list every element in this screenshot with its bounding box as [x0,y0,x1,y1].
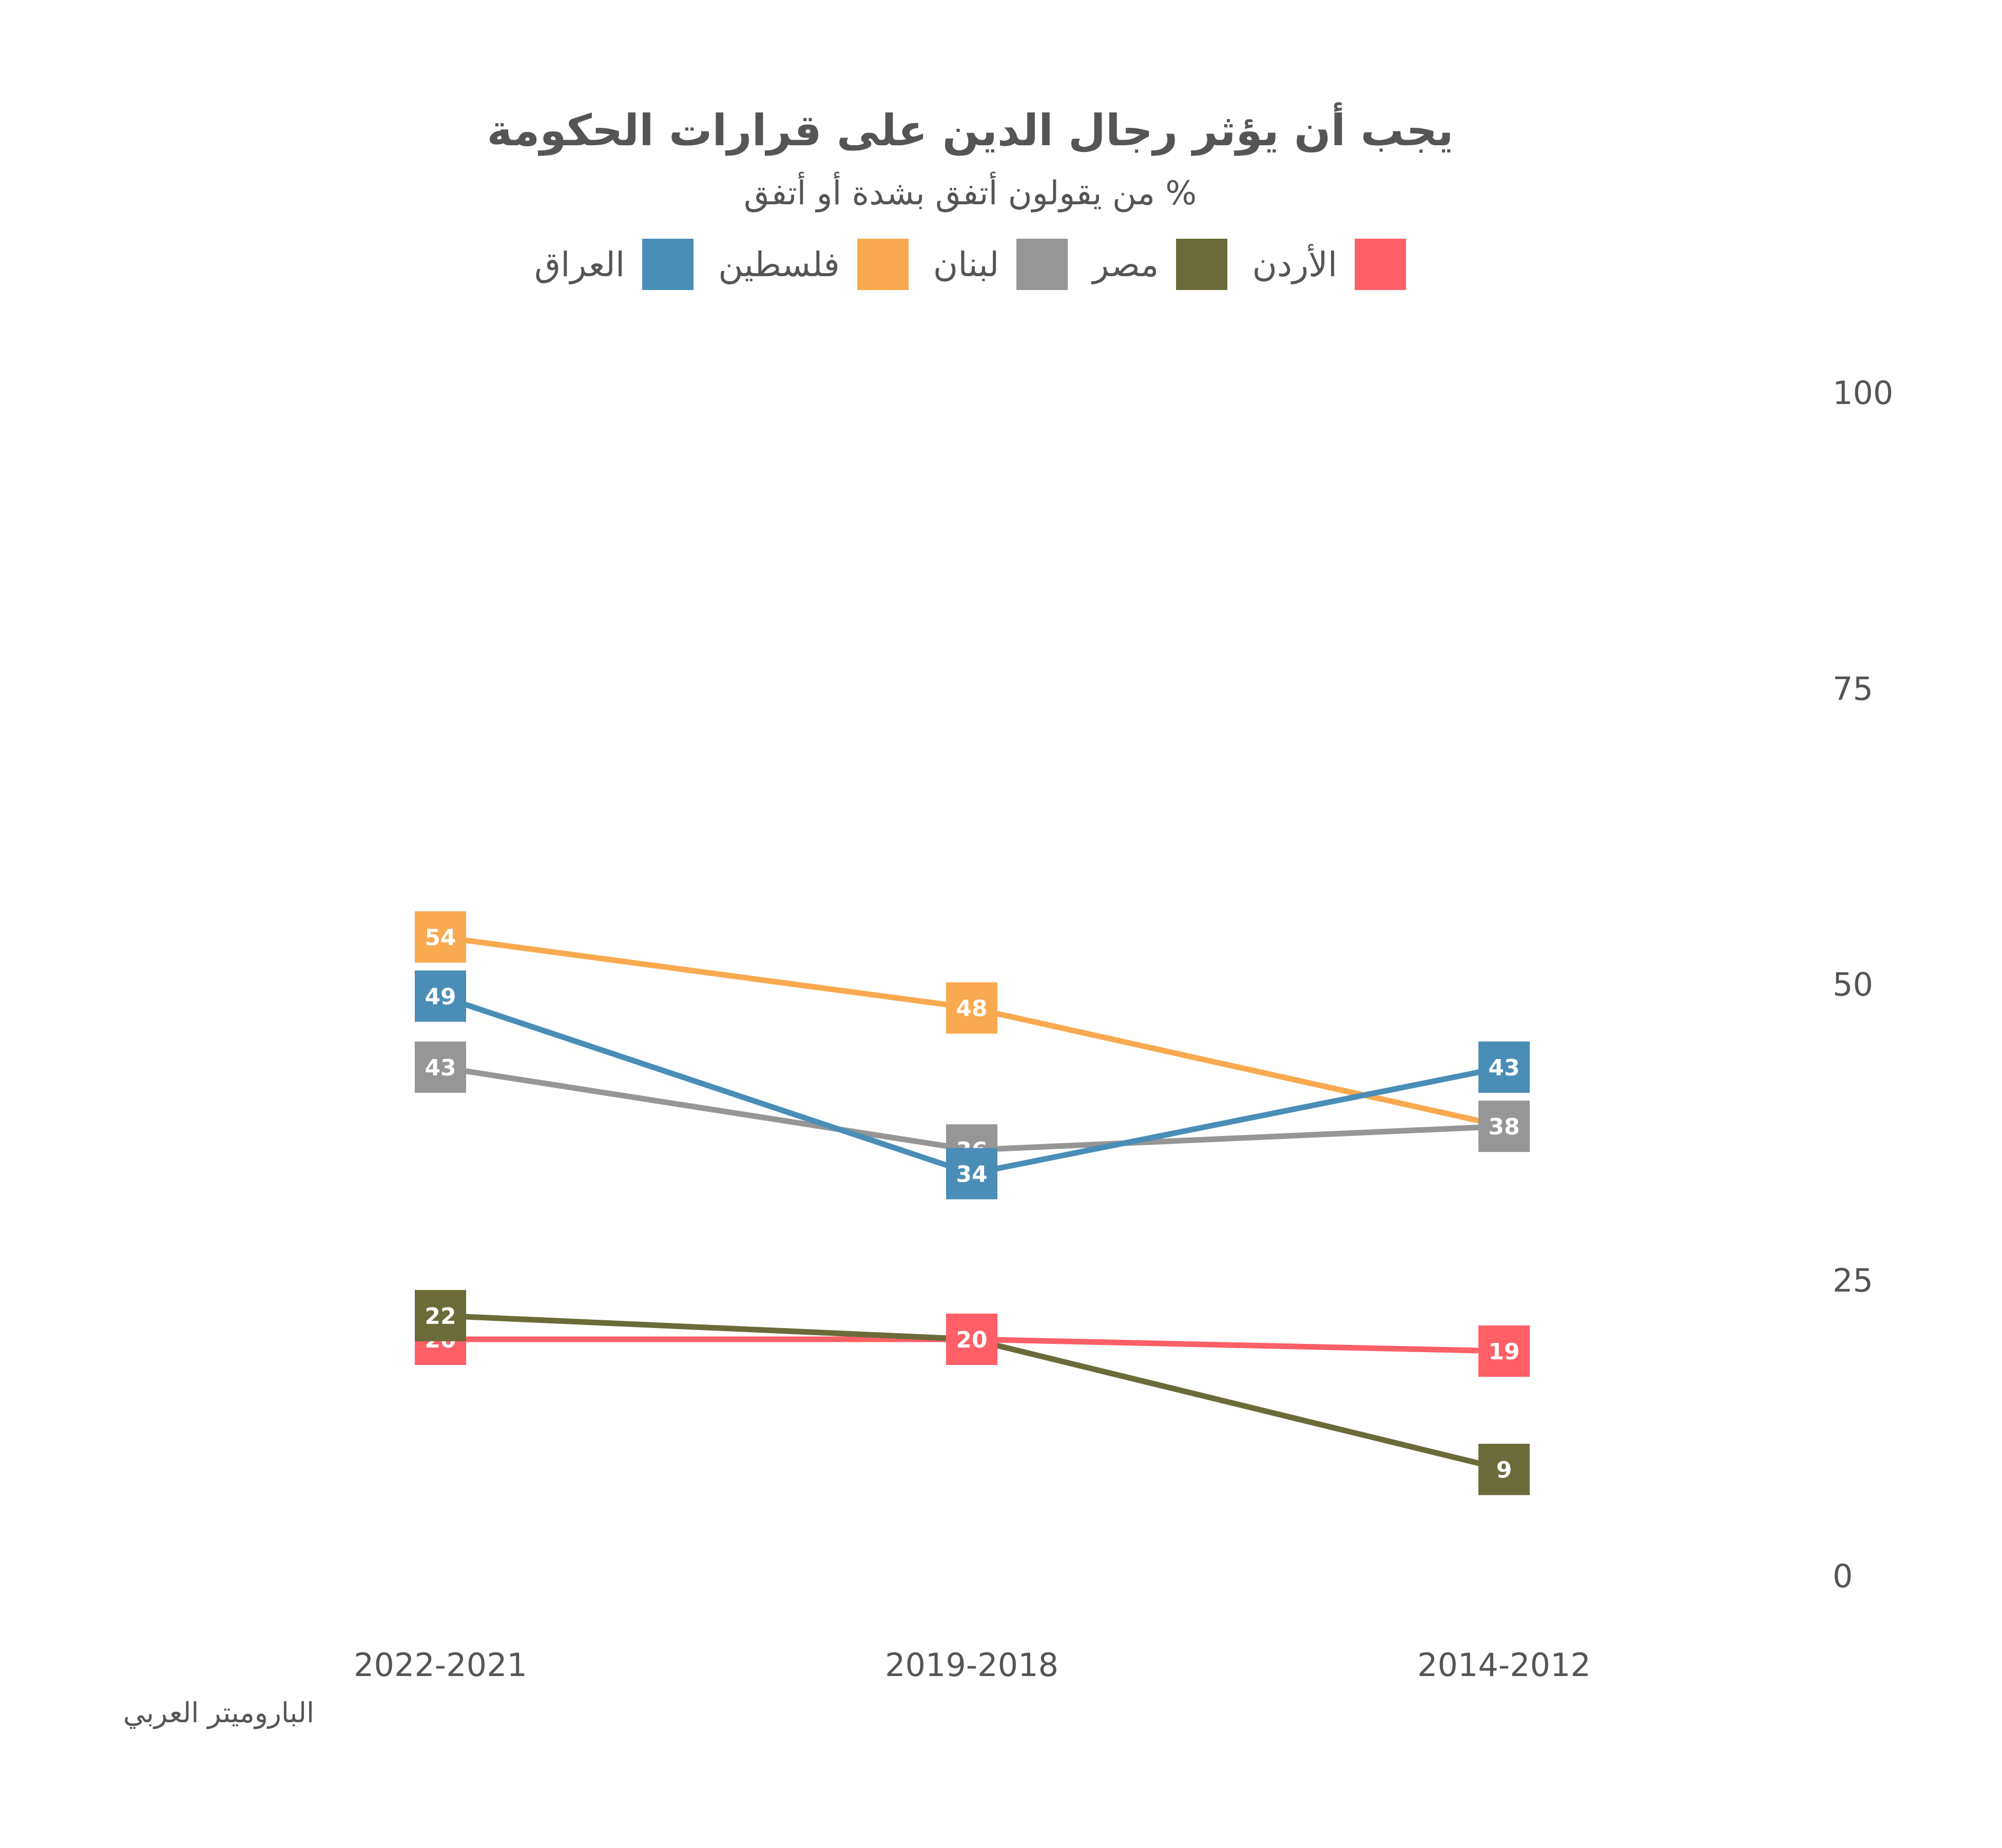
data-point-marker [415,1041,466,1093]
x-axis: 2022-2021 2019-2018 2014-2012 [354,1646,1591,1684]
data-label: 20 [956,1327,987,1353]
data-label: 19 [1488,1339,1519,1365]
data-point-marker [1478,1101,1530,1152]
series-points: 4336382020192295448493443 [415,911,1530,1495]
y-axis: 0 25 50 75 100 [1833,374,1893,1595]
data-point-marker [946,982,997,1034]
y-tick-label: 25 [1833,1262,1873,1299]
data-label: 43 [425,1055,456,1081]
legend-item-iraq[interactable]: العراق [534,239,694,290]
legend-item-palestine[interactable]: فلسطين [718,239,909,290]
legend-label: فلسطين [718,244,840,284]
data-label: 48 [956,996,987,1022]
legend-swatch [857,239,909,290]
legend-label: العراق [534,244,625,284]
y-tick-label: 100 [1833,374,1893,412]
data-label: 43 [1488,1055,1519,1081]
x-tick-label: 2014-2012 [1417,1646,1591,1684]
legend-label: مصر [1092,244,1159,284]
data-label: 49 [425,984,456,1010]
legend-swatch [642,239,694,290]
legend-swatch [1016,239,1068,290]
data-label: 9 [1496,1457,1512,1484]
data-point-marker [1478,1325,1530,1377]
y-tick-label: 50 [1833,966,1873,1004]
data-point-marker [1478,1443,1530,1495]
data-point-marker [415,1289,466,1341]
data-point-marker [946,1148,997,1200]
x-tick-label: 2019-2018 [885,1646,1058,1684]
data-label: 22 [425,1303,456,1330]
data-point-marker [1478,1041,1530,1093]
legend-item-jordan[interactable]: الأردن [1252,239,1407,290]
x-tick-label: 2022-2021 [354,1646,527,1684]
chart-title: يجب أن يؤثر رجال الدين على قرارات الحكوم… [487,105,1454,156]
data-point-marker [415,970,466,1022]
legend-label: لبنان [933,244,999,284]
legend-item-egypt[interactable]: مصر [1092,239,1228,290]
data-point-marker [415,911,466,963]
chart-subtitle: % من يقولون أتفق بشدة أو أتفق [743,175,1197,213]
data-label: 54 [425,925,456,951]
data-point-marker [946,1314,997,1365]
legend-swatch [1355,239,1407,290]
source-note: الباروميتر العربي [123,1697,315,1729]
y-tick-label: 75 [1833,670,1873,707]
y-tick-label: 0 [1833,1557,1853,1595]
data-label: 34 [956,1161,987,1187]
legend: الأردن مصر لبنان فلسطين العراق [0,236,1940,293]
legend-swatch [1176,239,1228,290]
legend-item-lebanon[interactable]: لبنان [933,239,1068,290]
legend-label: الأردن [1252,244,1338,284]
data-label: 38 [1488,1114,1519,1140]
